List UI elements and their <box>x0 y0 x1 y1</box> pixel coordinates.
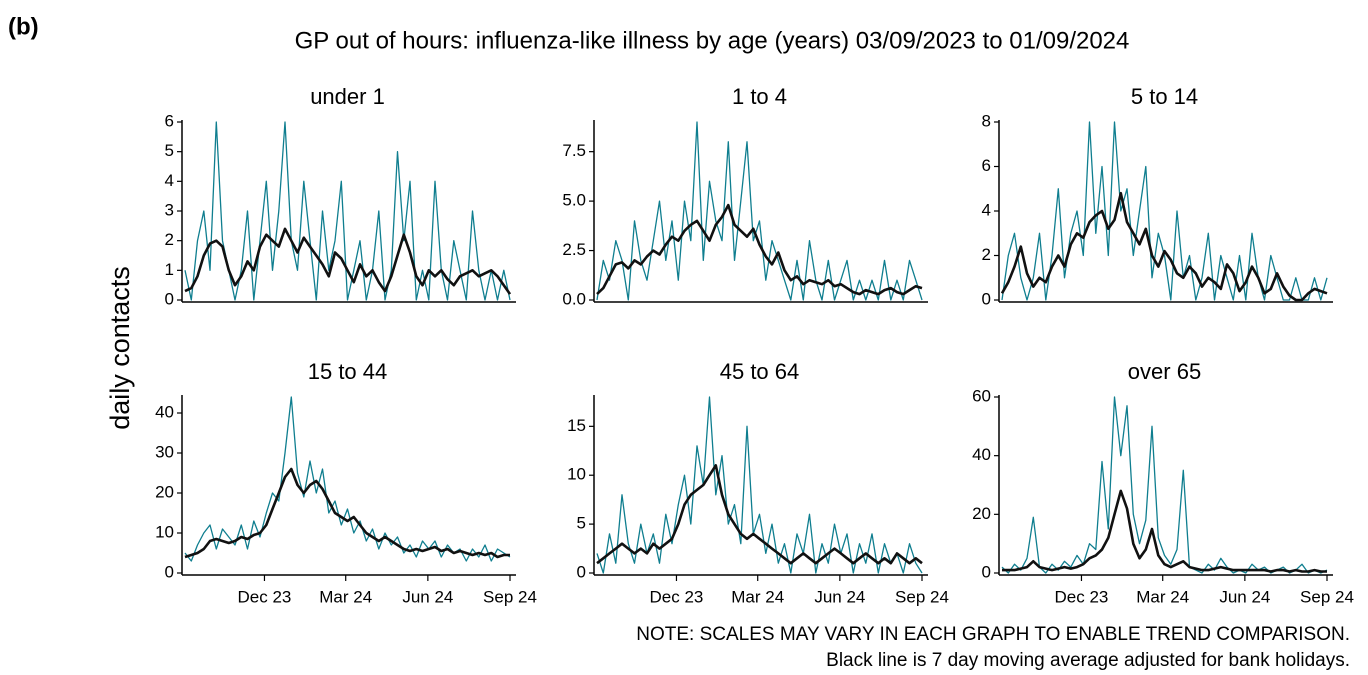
note: Black line is 7 day moving average adjus… <box>826 650 1350 671</box>
y-tick-label: 15 <box>567 416 586 435</box>
y-tick-label: 4 <box>982 200 991 219</box>
x-tick-label: Mar 24 <box>319 587 372 606</box>
x-tick-label: Dec 23 <box>1055 587 1109 606</box>
y-tick-label: 5 <box>577 514 586 533</box>
y-tick-label: 40 <box>155 402 174 421</box>
x-tick-label: Jun 24 <box>814 587 865 606</box>
y-tick-label: 2 <box>982 245 991 264</box>
x-tick-label: Sep 24 <box>483 587 537 606</box>
y-tick-label: 20 <box>155 482 174 501</box>
daily-line <box>184 121 511 301</box>
y-tick-label: 1 <box>165 260 174 279</box>
average-line <box>184 467 510 559</box>
y-tick-label: 2.5 <box>562 240 586 259</box>
y-tick-label: 0 <box>165 289 174 308</box>
y-tick-label: 5 <box>165 141 174 160</box>
x-tick-label: Sep 24 <box>895 587 949 606</box>
x-tick-label: Dec 23 <box>238 587 292 606</box>
daily-line <box>1001 396 1328 574</box>
daily-line <box>1001 121 1328 301</box>
average-line <box>596 203 923 296</box>
average-line <box>596 464 923 565</box>
y-tick-label: 10 <box>567 465 586 484</box>
x-tick-label: Sep 24 <box>1300 587 1354 606</box>
panel-title: under 1 <box>310 84 385 109</box>
y-tick-label: 60 <box>972 386 991 405</box>
y-tick-label: 6 <box>165 111 174 130</box>
panel-title: over 65 <box>1128 359 1201 384</box>
panel-title: 5 to 14 <box>1131 84 1198 109</box>
average-line <box>1000 191 1328 302</box>
y-tick-label: 8 <box>982 111 991 130</box>
x-tick-label: Jun 24 <box>1219 587 1270 606</box>
y-tick-label: 5.0 <box>562 191 586 210</box>
average-line <box>184 227 512 295</box>
note: NOTE: SCALES MAY VARY IN EACH GRAPH TO E… <box>636 624 1350 645</box>
daily-line <box>596 396 923 574</box>
x-tick-label: Dec 23 <box>650 587 704 606</box>
y-tick-label: 20 <box>972 504 991 523</box>
y-tick-label: 6 <box>982 156 991 175</box>
x-tick-label: Mar 24 <box>731 587 784 606</box>
y-tick-label: 0 <box>982 562 991 581</box>
y-tick-label: 0.0 <box>562 289 586 308</box>
y-tick-label: 3 <box>165 200 174 219</box>
panel-label: (b) <box>8 13 39 40</box>
x-tick-label: Mar 24 <box>1136 587 1189 606</box>
panel-title: 1 to 4 <box>732 84 787 109</box>
panel-title: 45 to 64 <box>720 359 800 384</box>
y-axis-label: daily contacts <box>105 266 135 430</box>
y-tick-label: 0 <box>982 289 991 308</box>
y-tick-label: 0 <box>165 562 174 581</box>
y-tick-label: 7.5 <box>562 141 586 160</box>
y-tick-label: 4 <box>165 171 174 190</box>
panel-title: 15 to 44 <box>308 359 388 384</box>
y-tick-label: 30 <box>155 442 174 461</box>
y-tick-label: 0 <box>577 562 586 581</box>
daily-line <box>184 396 511 562</box>
y-tick-label: 40 <box>972 445 991 464</box>
x-tick-label: Jun 24 <box>402 587 453 606</box>
y-tick-label: 10 <box>155 522 174 541</box>
chart-title: GP out of hours: influenza-like illness … <box>295 27 1130 54</box>
daily-line <box>596 121 923 301</box>
average-line <box>1002 489 1327 573</box>
y-tick-label: 2 <box>165 230 174 249</box>
